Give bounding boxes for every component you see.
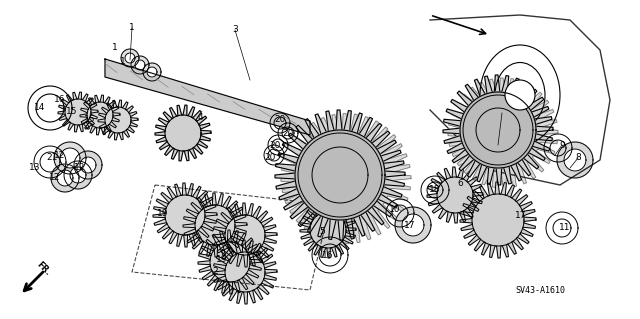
Polygon shape — [105, 59, 310, 135]
Polygon shape — [476, 108, 520, 152]
Text: 11: 11 — [559, 224, 571, 233]
Text: 16: 16 — [323, 250, 333, 259]
Polygon shape — [74, 151, 102, 179]
Polygon shape — [135, 60, 145, 70]
Text: 5: 5 — [319, 227, 325, 236]
Text: 16: 16 — [54, 95, 66, 105]
Text: 1: 1 — [129, 24, 135, 33]
Polygon shape — [448, 78, 558, 188]
Text: 9: 9 — [559, 140, 565, 150]
Text: 18: 18 — [429, 186, 441, 195]
Polygon shape — [58, 92, 98, 132]
Polygon shape — [60, 148, 80, 168]
Polygon shape — [275, 110, 405, 240]
Polygon shape — [51, 164, 79, 192]
Polygon shape — [131, 56, 149, 74]
Polygon shape — [463, 95, 533, 165]
Polygon shape — [295, 130, 385, 220]
Polygon shape — [281, 114, 411, 244]
Polygon shape — [460, 92, 536, 168]
Polygon shape — [80, 157, 96, 173]
Text: 20: 20 — [264, 152, 276, 161]
Text: 12: 12 — [54, 151, 66, 160]
Text: 21: 21 — [46, 153, 58, 162]
Polygon shape — [147, 67, 157, 77]
Text: 12: 12 — [49, 174, 61, 182]
Text: 19: 19 — [157, 209, 169, 218]
Polygon shape — [121, 49, 139, 67]
Polygon shape — [183, 193, 247, 257]
Polygon shape — [298, 133, 382, 217]
Polygon shape — [395, 207, 431, 243]
Text: 15: 15 — [67, 108, 77, 116]
Text: 17: 17 — [404, 220, 416, 229]
Polygon shape — [300, 202, 356, 258]
Text: 2: 2 — [212, 268, 218, 277]
Text: 13: 13 — [29, 162, 41, 172]
Polygon shape — [153, 183, 217, 247]
Polygon shape — [155, 105, 211, 161]
Polygon shape — [312, 147, 368, 203]
Polygon shape — [443, 75, 553, 185]
Polygon shape — [460, 182, 536, 258]
Polygon shape — [98, 100, 138, 140]
Text: 4: 4 — [197, 114, 203, 122]
Text: 6: 6 — [457, 179, 463, 188]
Text: 17: 17 — [515, 211, 527, 219]
Polygon shape — [564, 149, 586, 171]
Polygon shape — [402, 214, 424, 236]
Polygon shape — [213, 203, 277, 267]
Text: 3: 3 — [232, 26, 238, 34]
Text: 14: 14 — [35, 102, 45, 112]
Polygon shape — [143, 63, 161, 81]
Text: 20: 20 — [269, 140, 281, 150]
Text: 12: 12 — [74, 164, 86, 173]
Polygon shape — [80, 95, 120, 135]
Text: 1: 1 — [112, 42, 118, 51]
Polygon shape — [427, 167, 483, 223]
Text: 8: 8 — [575, 153, 581, 162]
Polygon shape — [57, 170, 73, 186]
Text: 7: 7 — [499, 108, 505, 117]
Polygon shape — [557, 142, 593, 178]
Polygon shape — [213, 240, 277, 304]
Text: 10: 10 — [389, 205, 401, 214]
Polygon shape — [64, 161, 92, 189]
Polygon shape — [198, 230, 262, 294]
Text: SV43-A1610: SV43-A1610 — [515, 286, 565, 295]
Text: 1: 1 — [120, 57, 126, 66]
Polygon shape — [125, 53, 135, 63]
Polygon shape — [54, 142, 86, 174]
Text: 20: 20 — [275, 115, 285, 124]
Text: FR.: FR. — [35, 260, 52, 277]
Polygon shape — [70, 167, 86, 183]
Circle shape — [505, 80, 535, 110]
Text: 19: 19 — [216, 256, 228, 264]
Text: 15: 15 — [84, 115, 96, 124]
Text: 20: 20 — [282, 129, 294, 137]
